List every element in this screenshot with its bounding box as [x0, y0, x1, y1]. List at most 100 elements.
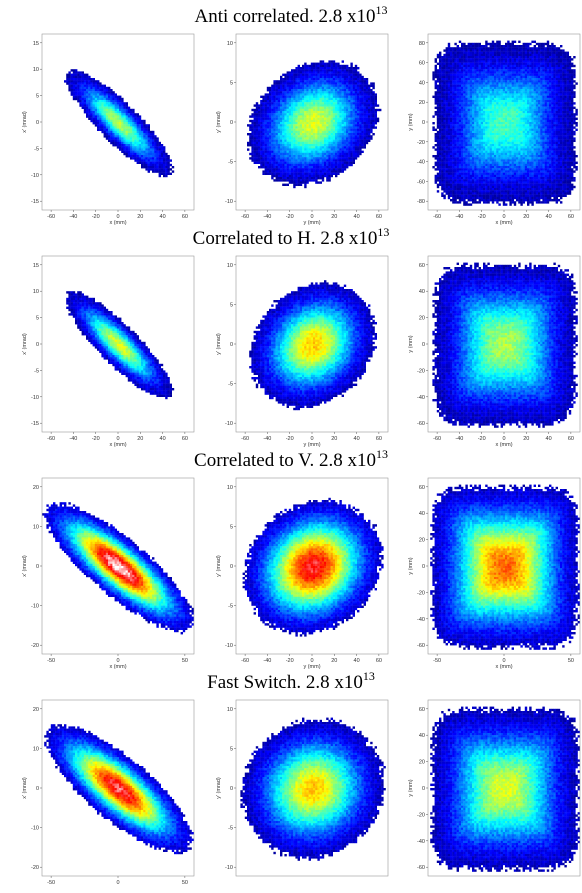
x-tick-label: -60: [241, 436, 249, 442]
x-tick-label: -60: [241, 214, 249, 220]
x-tick-label: 0: [310, 658, 313, 664]
y-tick-label: 5: [36, 94, 39, 100]
y-tick-label: -40: [417, 160, 425, 166]
y-tick-label: 5: [230, 524, 233, 530]
y-tick-label: 40: [419, 511, 425, 517]
y-tick-label: -20: [417, 812, 425, 818]
y-tick-label: -15: [31, 199, 39, 205]
row-title: Correlated to H. 2.8 x1013: [193, 225, 390, 249]
row-title-exponent: 13: [376, 447, 388, 461]
x-tick-label: 40: [546, 214, 552, 220]
y-tick-label: 80: [419, 41, 425, 47]
x-tick-label: 20: [331, 436, 337, 442]
y-tick-label: 0: [422, 564, 425, 570]
y-tick-label: 0: [36, 564, 39, 570]
x-tick-label: 60: [376, 214, 382, 220]
y-tick-label: 0: [422, 120, 425, 126]
y-tick-label: 5: [36, 316, 39, 322]
x-tick-label: 20: [137, 436, 143, 442]
y-tick-label: -5: [228, 604, 233, 610]
y-tick-label: 40: [419, 289, 425, 295]
phase-space-plot: -60 -40 -20 0 20 40 60 y (mm) 10 5 0 -5 -10 y' (mrad): [216, 477, 389, 670]
y-tick-label: 0: [36, 786, 39, 792]
x-tick-label: -40: [69, 436, 77, 442]
x-tick-label: -50: [47, 658, 55, 664]
x-tick-label: 0: [310, 214, 313, 220]
x-tick-label: 0: [502, 436, 505, 442]
x-tick-label: 50: [568, 658, 574, 664]
y-tick-label: -60: [417, 865, 425, 871]
y-tick-label: -5: [34, 146, 39, 152]
phase-space-plot: 60 40 20 0 -20 -40 -60 y (mm): [408, 699, 581, 877]
y-tick-label: -10: [225, 643, 233, 649]
x-tick-label: -20: [286, 658, 294, 664]
x-tick-label: -20: [286, 214, 294, 220]
y-tick-label: 0: [36, 120, 39, 126]
x-tick-label: 20: [331, 214, 337, 220]
x-tick-label: 20: [331, 658, 337, 664]
y-tick-label: 0: [422, 786, 425, 792]
density-field: [240, 717, 386, 861]
x-tick-label: -50: [433, 658, 441, 664]
x-axis-label: y (mm): [303, 664, 320, 670]
y-tick-label: -20: [417, 368, 425, 374]
y-axis-label: y' (mrad): [216, 111, 222, 133]
y-tick-label: -10: [31, 604, 39, 610]
x-tick-label: 60: [568, 214, 574, 220]
y-axis-label: y (mm): [408, 335, 414, 352]
phase-space-plot: -50 0 50 20 10 0 -10 -20 x' (mrad): [22, 699, 195, 886]
y-tick-label: 5: [230, 80, 233, 86]
y-tick-label: 40: [419, 733, 425, 739]
density-field: [42, 502, 194, 635]
row-title-exponent: 13: [375, 3, 387, 17]
x-axis-label: x (mm): [109, 664, 126, 670]
y-tick-label: -60: [417, 421, 425, 427]
row-title: Fast Switch. 2.8 x1013: [207, 669, 375, 693]
y-tick-label: -60: [417, 643, 425, 649]
x-tick-label: 40: [354, 658, 360, 664]
density-field: [432, 40, 578, 206]
y-axis-label: y' (mrad): [216, 333, 222, 355]
row-title-exponent: 13: [363, 669, 375, 683]
y-tick-label: -5: [228, 826, 233, 832]
y-tick-label: -5: [34, 368, 39, 374]
y-tick-label: -80: [417, 199, 425, 205]
y-axis-label: y' (mrad): [216, 555, 222, 577]
row-title-text: Fast Switch. 2.8 x10: [207, 672, 363, 693]
x-axis-label: x (mm): [495, 220, 512, 226]
x-tick-label: 40: [160, 214, 166, 220]
y-tick-label: -10: [225, 199, 233, 205]
x-tick-label: 20: [523, 436, 529, 442]
y-tick-label: 0: [422, 342, 425, 348]
x-tick-label: 60: [376, 436, 382, 442]
y-tick-label: -40: [417, 617, 425, 623]
y-tick-label: -20: [417, 140, 425, 146]
x-tick-label: -40: [263, 436, 271, 442]
x-tick-label: 0: [116, 214, 119, 220]
y-axis-label: y (mm): [408, 113, 414, 130]
row-title-exponent: 13: [377, 225, 389, 239]
phase-space-plot: -60 -40 -20 0 20 40 60 x (mm) 15 10 5 0 -5 -10 -15 x' (…: [22, 33, 195, 226]
y-axis-label: y (mm): [408, 779, 414, 796]
y-tick-label: 15: [33, 263, 39, 269]
x-tick-label: -20: [478, 214, 486, 220]
y-tick-label: 60: [419, 485, 425, 491]
y-tick-label: 10: [33, 67, 39, 73]
y-tick-label: 20: [419, 316, 425, 322]
x-axis-label: x (mm): [109, 442, 126, 448]
x-tick-label: 40: [160, 436, 166, 442]
x-tick-label: 0: [116, 658, 119, 664]
density-field: [66, 291, 175, 400]
y-tick-label: 0: [230, 786, 233, 792]
y-tick-label: 60: [419, 707, 425, 713]
y-tick-label: -15: [31, 421, 39, 427]
y-tick-label: -60: [417, 179, 425, 185]
x-tick-label: -20: [92, 436, 100, 442]
x-axis-label: x (mm): [495, 442, 512, 448]
y-tick-label: -5: [228, 160, 233, 166]
x-tick-label: -20: [286, 436, 294, 442]
x-tick-label: -20: [92, 214, 100, 220]
y-tick-label: 20: [33, 485, 39, 491]
x-tick-label: 60: [568, 436, 574, 442]
y-axis-label: x' (mrad): [22, 555, 28, 577]
